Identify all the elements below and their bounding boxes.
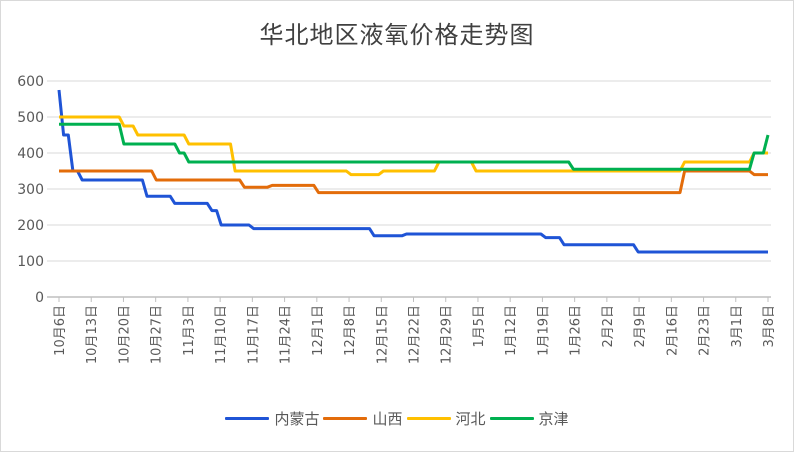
x-tick-label: 3月1日 (730, 305, 745, 348)
x-tick-label: 12月22日 (408, 305, 423, 364)
y-tick-label: 600 (17, 74, 44, 90)
legend-item: 山西 (323, 408, 403, 429)
x-tick-label: 12月8日 (343, 305, 358, 356)
legend-label: 河北 (455, 410, 486, 428)
series-line-1 (59, 169, 768, 195)
legend-label: 内蒙古 (274, 410, 320, 428)
x-tick-label: 11月10日 (214, 305, 229, 364)
x-tick-label: 2月9日 (633, 305, 648, 348)
x-tick-label: 10月13日 (85, 305, 100, 364)
chart-title: 华北地区液氧价格走势图 (259, 21, 535, 49)
x-tick-label: 3月8日 (762, 305, 777, 348)
y-tick-label: 300 (17, 182, 44, 198)
x-tick-label: 11月3日 (182, 305, 197, 356)
legend-swatch (406, 417, 451, 420)
legend: 内蒙古 山西 河北 京津 (1, 408, 793, 429)
x-tick-label: 10月27日 (150, 305, 165, 364)
legend-swatch (489, 417, 534, 420)
x-tick-label: 1月12日 (504, 305, 519, 356)
x-tick-label: 1月5日 (472, 305, 487, 348)
y-tick-label: 100 (17, 254, 44, 270)
y-tick-label: 200 (17, 218, 44, 234)
x-tick-label: 10月20日 (117, 305, 132, 364)
legend-label: 山西 (372, 410, 403, 428)
series-line-3 (59, 122, 770, 171)
series-line-0 (57, 89, 768, 254)
y-tick-label: 400 (17, 146, 44, 162)
x-tick-label: 12月1日 (311, 305, 326, 356)
x-tick-label: 11月24日 (279, 305, 294, 364)
y-tick-label: 500 (17, 110, 44, 126)
legend-swatch (323, 417, 368, 420)
legend-item: 内蒙古 (225, 408, 319, 429)
x-tick-label: 1月19日 (536, 305, 551, 356)
x-tick-label: 2月2日 (601, 305, 616, 348)
x-tick-label: 11月17日 (246, 305, 261, 364)
legend-item: 河北 (406, 408, 486, 429)
x-tick-label: 1月26日 (569, 305, 584, 356)
x-tick-label: 2月16日 (665, 305, 680, 356)
x-tick-label: 10月6日 (53, 305, 68, 356)
x-tick-label: 12月29日 (440, 305, 455, 364)
x-tick-label: 2月23日 (698, 305, 713, 356)
y-tick-label: 0 (35, 290, 44, 306)
legend-label: 京津 (538, 410, 569, 428)
legend-swatch (225, 417, 270, 420)
x-tick-label: 12月15日 (375, 305, 390, 364)
series-line-2 (59, 115, 768, 177)
legend-item: 京津 (489, 408, 569, 429)
